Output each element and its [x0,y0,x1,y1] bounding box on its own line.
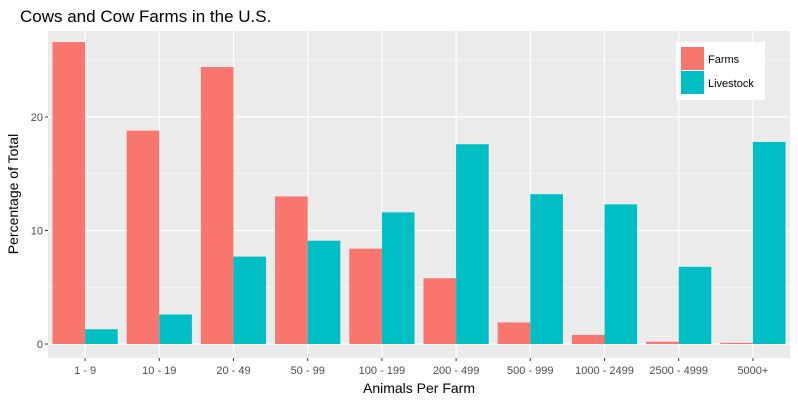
y-tick-label: 10 [31,226,43,238]
bar-livestock-10 [752,141,786,344]
bar-livestock-1 [85,329,118,344]
x-tick-label: 10 - 19 [142,365,176,377]
bar-farms-1 [52,42,86,345]
bar-livestock-6 [456,144,489,344]
legend: Farms Livestock [676,42,765,100]
bar-farms-8 [571,334,605,344]
bar-farms-4 [275,196,308,344]
x-tick-label: 200 - 499 [433,365,479,377]
legend-label-farms: Farms [708,54,740,66]
bars [52,42,786,345]
x-tick-label: 5000+ [737,365,768,377]
x-axis-ticks: 1 - 9 10 - 19 20 - 49 50 - 99 100 - 199 200 -… [74,358,768,377]
bar-livestock-3 [233,256,267,344]
y-tick-label: 0 [37,339,43,351]
bar-livestock-7 [530,194,563,344]
x-axis-title: Animals Per Farm [363,380,475,396]
plot-panel [48,31,790,358]
legend-key-livestock [681,71,704,94]
y-tick-label: 20 [31,112,43,124]
x-tick-label: 1 - 9 [74,365,96,377]
bar-livestock-9 [678,266,712,344]
x-tick-label: 20 - 49 [216,365,250,377]
x-tick-label: 100 - 199 [359,365,405,377]
chart-title: Cows and Cow Farms in the U.S. [20,7,271,26]
y-axis-title: Percentage of Total [5,134,21,254]
x-tick-label: 2500 - 4999 [649,365,708,377]
x-tick-label: 50 - 99 [291,365,325,377]
bar-farms-3 [200,67,234,344]
bar-farms-9 [646,341,679,344]
bar-livestock-8 [604,204,638,344]
bar-farms-10 [720,342,753,344]
legend-label-livestock: Livestock [708,78,754,90]
bar-livestock-5 [381,212,415,344]
x-tick-label: 1000 - 2499 [575,365,634,377]
bar-farms-6 [423,278,457,344]
bar-farms-2 [126,130,160,344]
bar-farms-5 [349,248,382,344]
bar-farms-7 [497,322,531,344]
bar-livestock-4 [307,240,341,344]
y-axis-ticks: 0 10 20 [31,112,48,351]
bar-livestock-2 [159,314,192,344]
legend-key-farms [681,47,704,70]
x-tick-label: 500 - 999 [507,365,553,377]
